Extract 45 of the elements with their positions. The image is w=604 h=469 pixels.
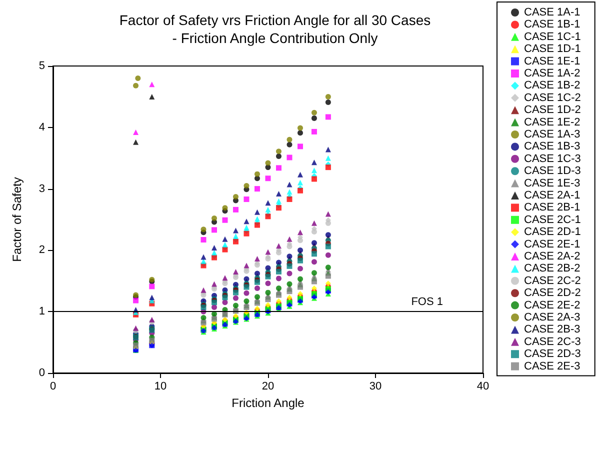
legend-label: CASE 2C-2	[524, 274, 581, 287]
legend-label: CASE 1E-1	[524, 55, 580, 68]
legend-label: CASE 1E-2	[524, 116, 580, 128]
legend-label: CASE 1E-3	[524, 177, 580, 190]
x-tick-label: 10	[154, 380, 167, 392]
legend-label: CASE 2D-2	[524, 287, 581, 300]
legend-label: CASE 2A-2	[524, 250, 580, 262]
x-tick-label: 0	[50, 380, 56, 392]
x-axis-title: Friction Angle	[232, 396, 305, 410]
legend-label: CASE 1D-3	[524, 165, 581, 178]
legend-label: CASE 2B-3	[524, 324, 580, 336]
y-tick-label: 4	[38, 121, 45, 134]
legend-label: CASE 1B-2	[524, 80, 580, 92]
x-tick-label: 30	[369, 380, 382, 392]
legend-label: CASE 2C-3	[524, 336, 581, 348]
y-tick-label: 5	[38, 60, 45, 72]
legend-label: CASE 1A-3	[524, 128, 580, 140]
legend-label: CASE 2D-3	[524, 348, 581, 360]
legend-label: CASE 1C-1	[524, 30, 581, 43]
legend-label: CASE 1C-3	[524, 152, 581, 165]
ref-line-label: FOS 1	[411, 296, 443, 308]
chart-title: Factor of Safety vrs Friction Angle for all 30 Cases - Friction Angle Contribution Only	[119, 12, 431, 46]
y-tick-label: 0	[38, 367, 45, 379]
x-tick-label: 20	[262, 380, 274, 392]
legend-label: CASE 2E-2	[524, 299, 580, 312]
legend-label: CASE 1A-2	[524, 68, 580, 80]
y-tick-label: 2	[38, 244, 45, 256]
x-tick-label: 40	[476, 380, 490, 392]
legend-label: CASE 2C-1	[524, 214, 581, 226]
legend-label: CASE 2B-2	[524, 262, 580, 275]
legend-label: CASE 1C-2	[524, 92, 581, 104]
legend-label: CASE 1B-3	[524, 140, 580, 153]
y-tick-label: 3	[38, 182, 45, 195]
legend-label: CASE 1D-1	[524, 43, 581, 56]
legend-label: CASE 2E-3	[524, 360, 580, 372]
legend-label: CASE 2A-3	[524, 312, 580, 324]
legend-label: CASE 1D-2	[524, 104, 581, 116]
legend-label: CASE 2E-1	[524, 238, 580, 250]
legend-label: CASE 2A-1	[524, 190, 580, 202]
legend-label: CASE 1A-1	[524, 6, 580, 18]
legend-label: CASE 2D-1	[524, 226, 581, 238]
legend-label: CASE 2B-1	[524, 202, 580, 214]
y-tick-label: 1	[38, 306, 45, 318]
legend-label: CASE 1B-1	[524, 18, 580, 31]
y-axis-title: Factor of Safety	[10, 177, 24, 262]
